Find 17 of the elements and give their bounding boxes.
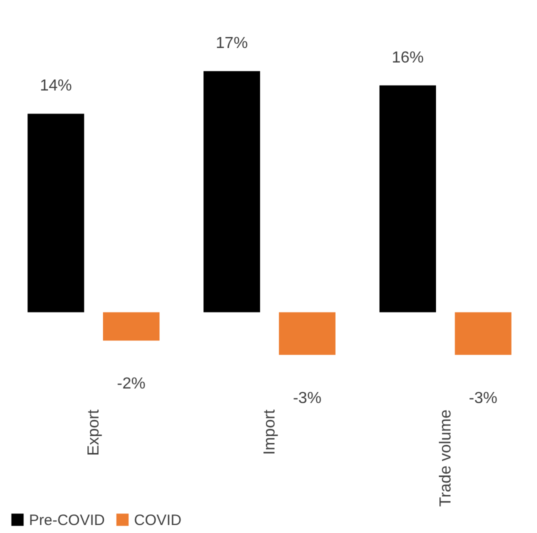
x-tick-label: Export [86,408,103,456]
data-label: -2% [117,376,146,393]
x-tick-label: Import [262,408,278,455]
data-label: 17% [216,35,248,52]
bar [379,85,436,312]
data-label: 16% [392,49,424,66]
legend-label: Pre-COVID [29,512,106,529]
bar [28,114,84,312]
bar [278,312,336,355]
legend-label: COVID [134,512,182,529]
bar [102,312,160,341]
data-label: 14% [40,78,72,95]
bar [454,312,512,355]
data-label: -3% [468,390,498,407]
x-tick-label: Trade volume [437,409,454,507]
bar [204,71,260,312]
data-label: -3% [292,390,322,407]
